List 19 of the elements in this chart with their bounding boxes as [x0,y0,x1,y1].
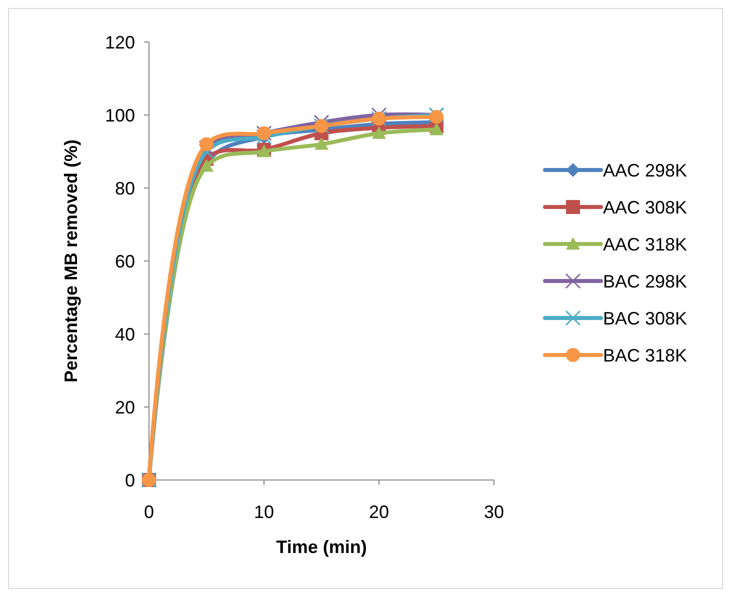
y-tick-label: 100 [104,105,135,126]
x-tick-label: 10 [254,502,274,522]
legend-label: AAC 308K [603,197,688,218]
legend-label: BAC 298K [603,271,688,292]
y-tick-label: 120 [104,32,135,52]
x-tick-label: 30 [484,502,504,522]
legend-label: AAC 298K [603,160,688,180]
x-axis-title: Time (min) [276,537,367,557]
x-tick-label: 0 [144,502,154,522]
x-tick-label: 20 [368,502,390,522]
y-tick-label: 0 [124,470,135,490]
y-tick-label: 40 [114,324,135,344]
legend-label: BAC 318K [603,345,688,366]
legend-label: AAC 318K [603,234,688,254]
y-tick-label: 20 [114,397,135,418]
y-axis-title: Percentage MB removed (%) [61,139,81,383]
y-tick-label: 80 [114,178,135,198]
legend-label: BAC 308K [603,308,688,328]
y-tick-label: 60 [114,251,135,272]
